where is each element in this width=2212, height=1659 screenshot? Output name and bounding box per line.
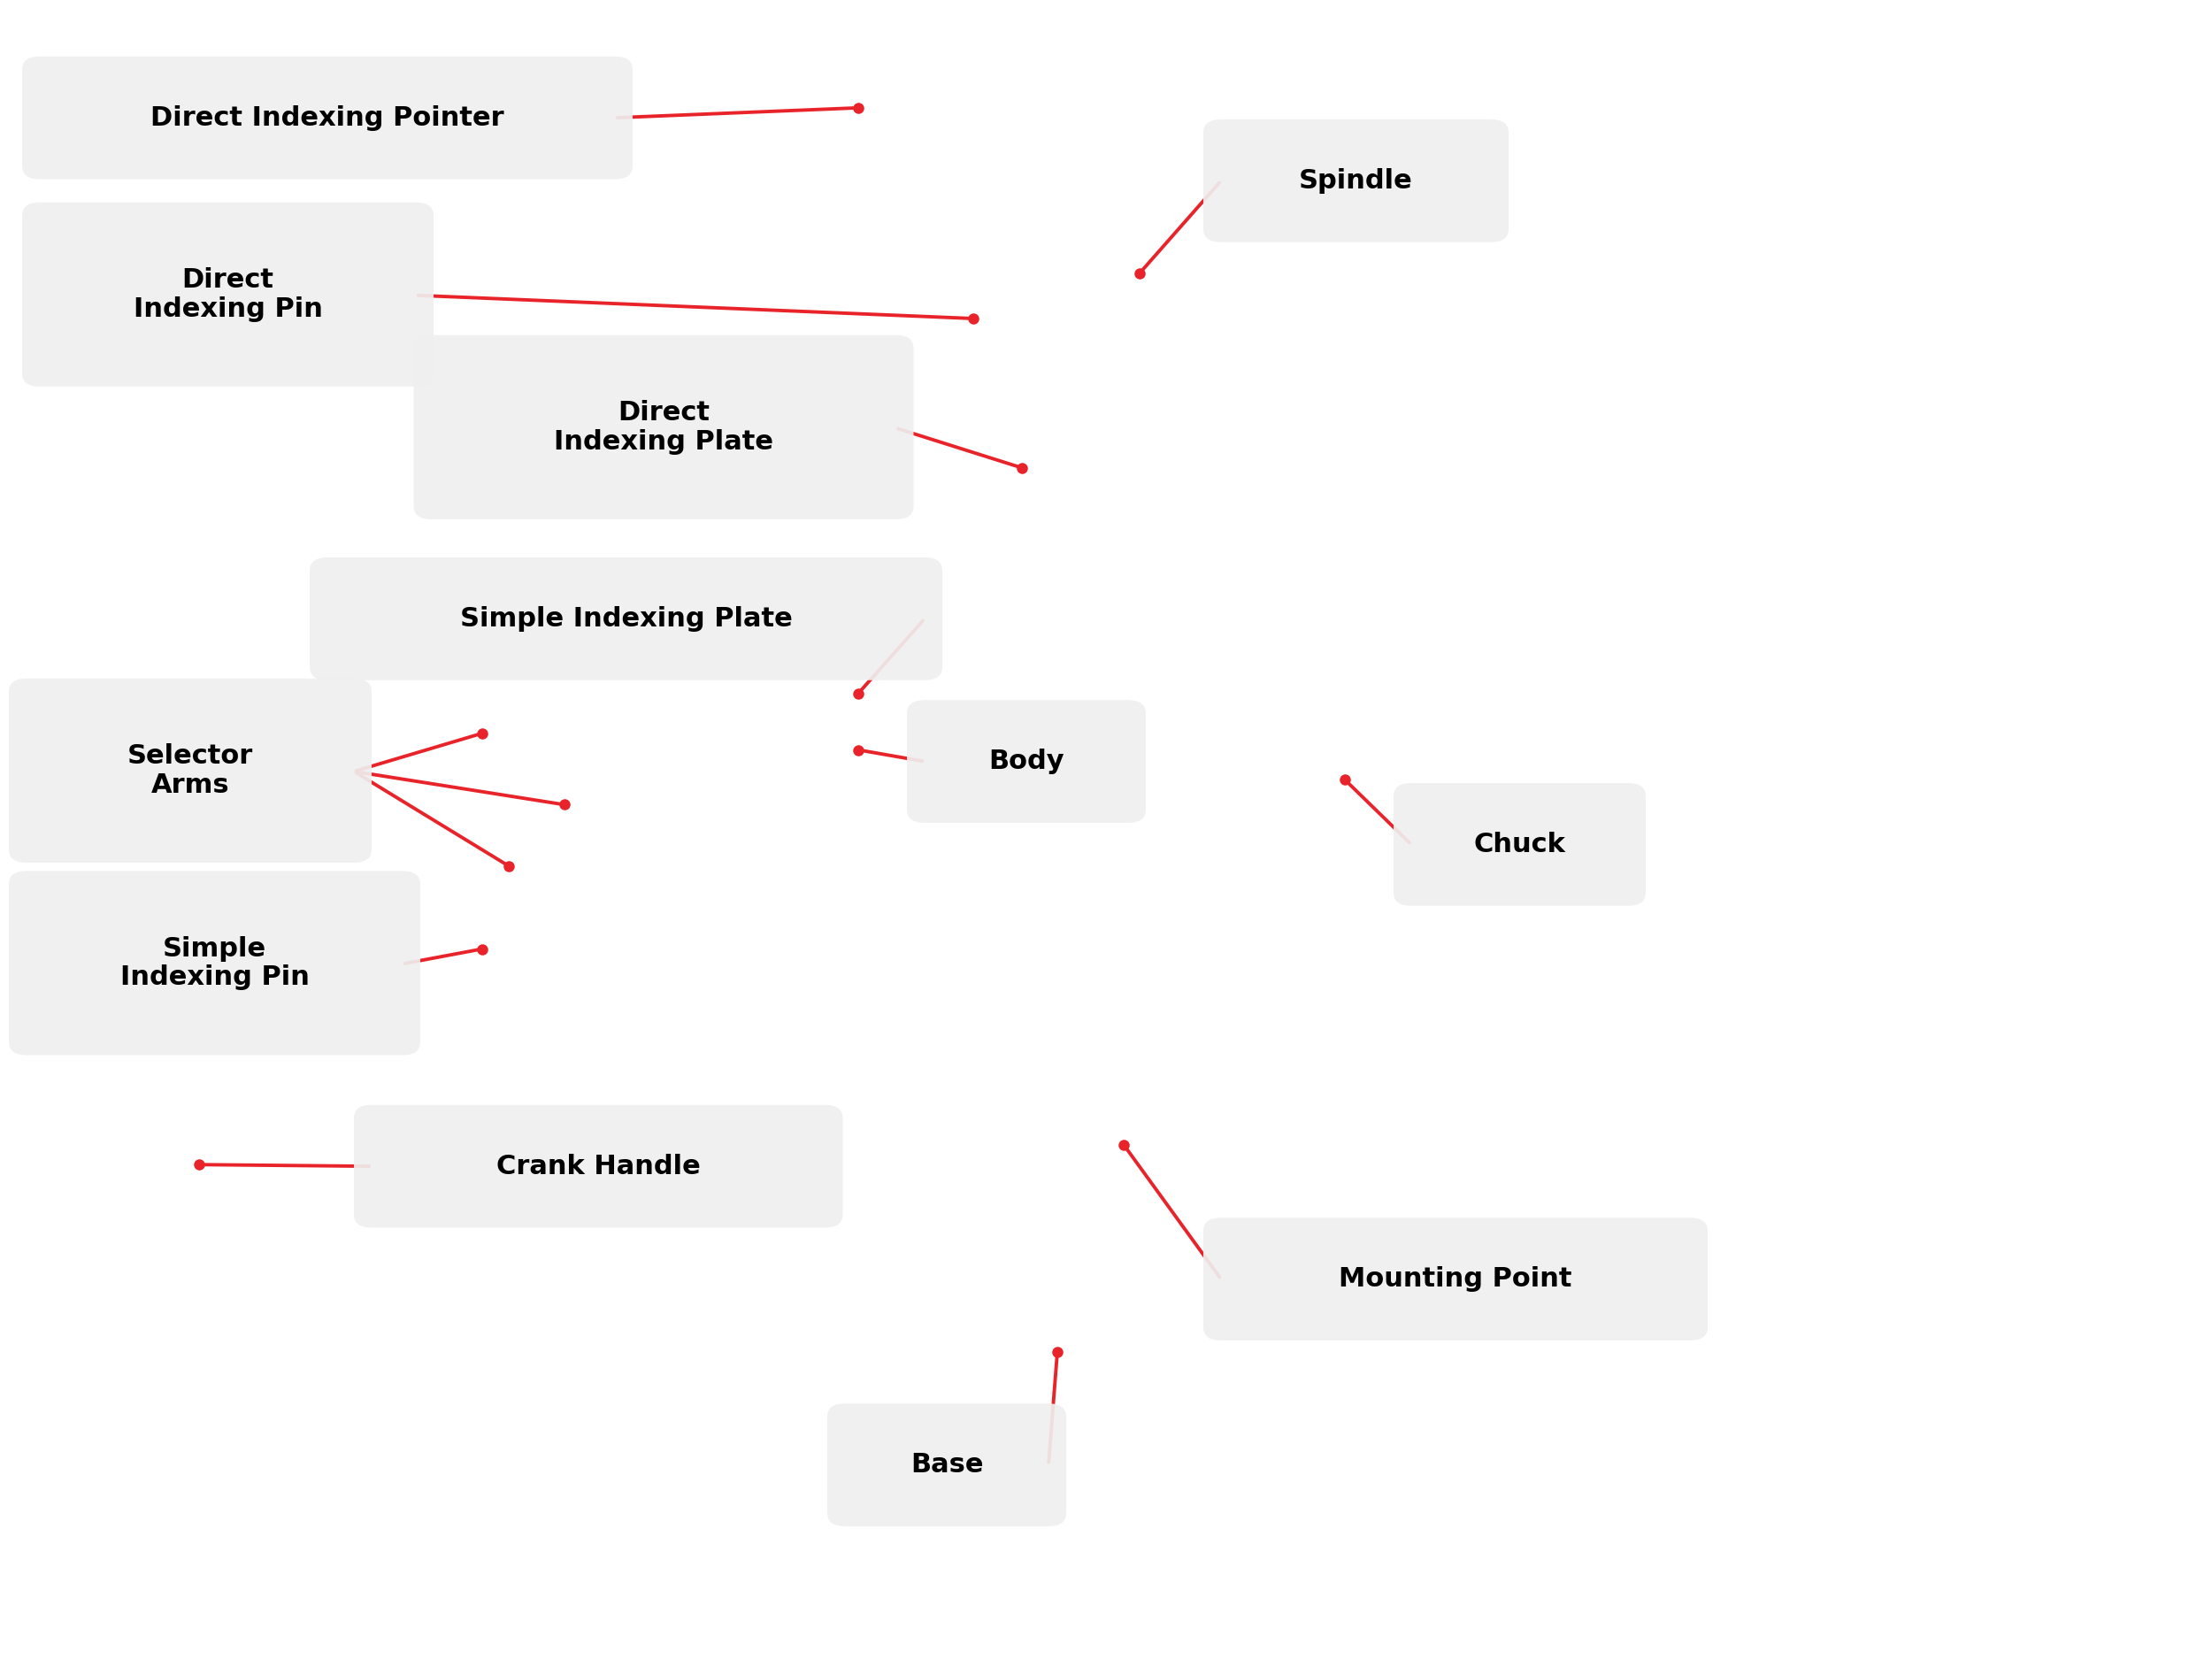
Text: Direct Indexing Pointer: Direct Indexing Pointer xyxy=(150,105,504,131)
Text: Body: Body xyxy=(989,748,1064,775)
FancyBboxPatch shape xyxy=(22,202,434,387)
Text: Crank Handle: Crank Handle xyxy=(495,1153,701,1180)
FancyBboxPatch shape xyxy=(310,557,942,680)
Text: Mounting Point: Mounting Point xyxy=(1338,1266,1573,1292)
Text: Base: Base xyxy=(911,1452,982,1478)
FancyBboxPatch shape xyxy=(827,1404,1066,1526)
Text: Chuck: Chuck xyxy=(1473,831,1566,858)
Text: Direct
Indexing Pin: Direct Indexing Pin xyxy=(133,267,323,322)
Text: Selector
Arms: Selector Arms xyxy=(128,743,252,798)
Text: Simple
Indexing Pin: Simple Indexing Pin xyxy=(119,936,310,990)
Text: Simple Indexing Plate: Simple Indexing Plate xyxy=(460,606,792,632)
FancyBboxPatch shape xyxy=(1394,783,1646,906)
FancyBboxPatch shape xyxy=(1203,1218,1708,1340)
Text: Spindle: Spindle xyxy=(1298,168,1413,194)
FancyBboxPatch shape xyxy=(22,56,633,179)
FancyBboxPatch shape xyxy=(354,1105,843,1228)
FancyBboxPatch shape xyxy=(9,871,420,1055)
FancyBboxPatch shape xyxy=(907,700,1146,823)
FancyBboxPatch shape xyxy=(414,335,914,519)
FancyBboxPatch shape xyxy=(9,679,372,863)
Text: Direct
Indexing Plate: Direct Indexing Plate xyxy=(553,400,774,455)
FancyBboxPatch shape xyxy=(1203,119,1509,242)
